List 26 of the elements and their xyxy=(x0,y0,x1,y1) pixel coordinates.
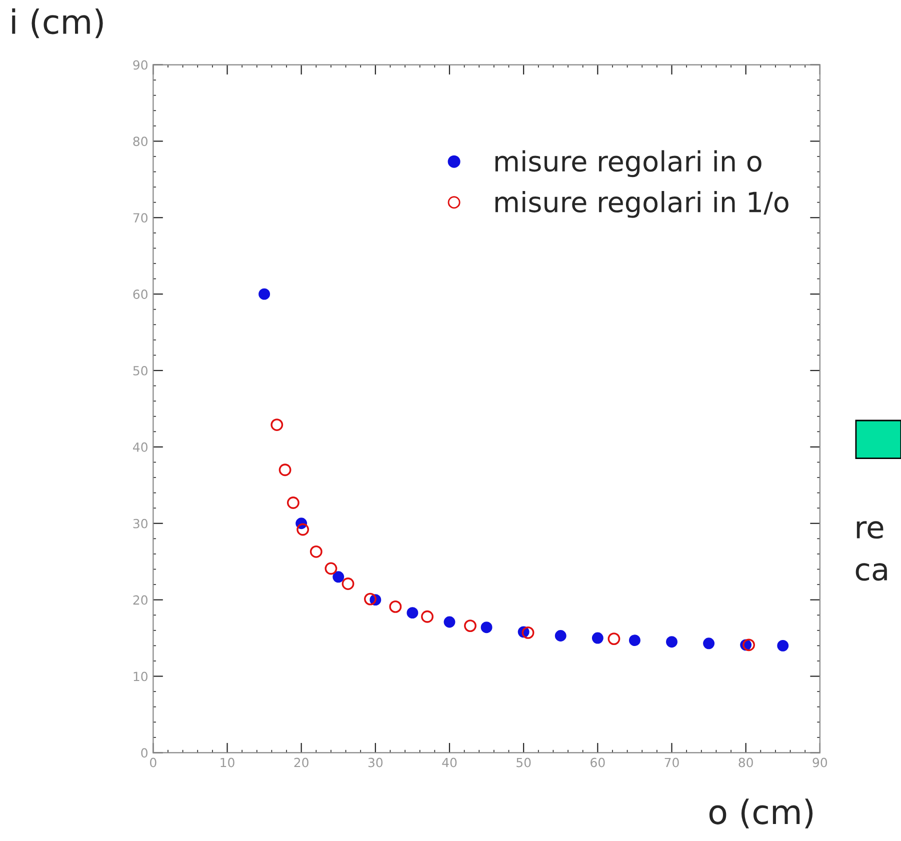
y-tick-label: 40 xyxy=(133,442,148,452)
x-tick-label: 10 xyxy=(220,758,234,768)
x-tick-label: 0 xyxy=(150,758,156,768)
x-tick-label: 20 xyxy=(294,758,308,768)
x-tick-label: 80 xyxy=(738,758,753,768)
x-tick-label: 90 xyxy=(812,758,828,768)
x-tick-label: 70 xyxy=(664,758,679,768)
text: ca xyxy=(856,563,887,581)
x-tick-label: 30 xyxy=(368,758,383,768)
y-tick-label: 10 xyxy=(134,672,148,682)
y-tick-label: 0 xyxy=(141,748,148,758)
x-tick-label: 40 xyxy=(442,758,457,768)
y-tick-label: 80 xyxy=(133,136,148,146)
y-tick-label: 90 xyxy=(133,60,148,70)
y-axis-title: i (cm) xyxy=(12,8,103,38)
y-tick-label: 50 xyxy=(133,366,148,376)
x-tick-label: 50 xyxy=(516,758,531,768)
x-tick-label: 60 xyxy=(590,758,605,768)
legend-label: misure regolari in 1/o xyxy=(495,190,788,218)
y-tick-label: 20 xyxy=(133,595,148,605)
legend-label: misure regolari in o xyxy=(495,150,762,178)
text: re xyxy=(856,521,884,539)
y-tick-label: 30 xyxy=(133,518,148,528)
y-tick-label: 60 xyxy=(133,290,148,299)
x-axis-title: o (cm) xyxy=(709,798,813,828)
y-tick-label: 70 xyxy=(133,213,148,223)
